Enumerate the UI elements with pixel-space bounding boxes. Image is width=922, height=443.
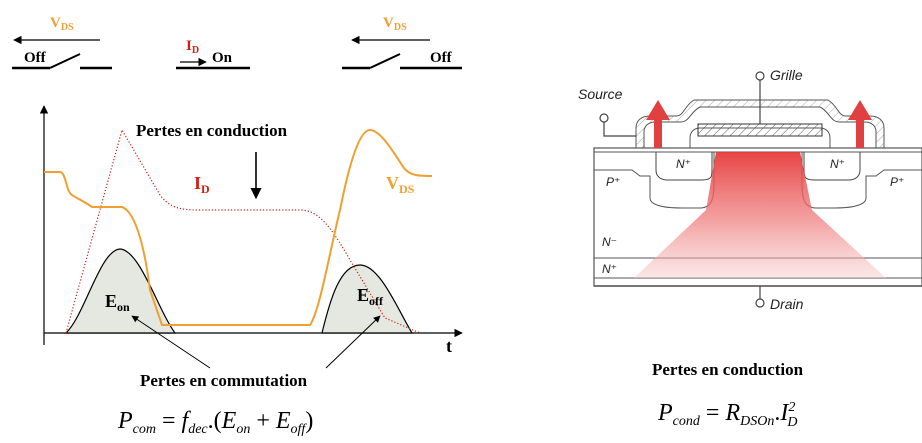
off-label-left: Off [24,50,47,66]
drain-terminal [755,298,765,308]
switch-on-middle: ID On [176,38,250,70]
gate-electrode [697,123,823,137]
mosfet-cross-section: Grille Source Drain P⁺ P⁺ N⁺ N⁺ N⁻ N⁺ [578,67,922,312]
current-arrow-right [848,100,872,148]
switch-blade-left [49,53,81,69]
conduction-loss-label-left: Pertes en conduction [136,121,288,140]
switch-blade-right [369,53,401,69]
commutation-arrow-eoff [325,315,381,369]
source-lead [603,122,636,137]
grille-label: Grille [770,67,803,83]
off-label-right: Off [430,50,453,66]
n-pocket-left [655,152,713,181]
gate-terminal [755,71,765,81]
commutation-arrow-eon [131,315,211,369]
n-minus-label: N⁻ [602,235,617,249]
drain-label: Drain [770,296,804,312]
eon-hump [64,248,177,334]
n-plus-substrate-label: N⁺ [602,262,617,276]
id-label-graph: ID [194,173,210,196]
eoff-hump [321,264,414,334]
conduction-loss-label-right: Pertes en conduction [652,360,804,379]
p-plus-left-label: P⁺ [606,175,620,189]
waveform-graph: t Pertes en conduction ID VDS Eon Eoff P… [39,105,463,437]
vds-waveform [44,128,433,326]
vds-label-left: VDS [50,15,74,33]
pcom-formula: Pcom = fdec.(Eon + Eoff) [117,408,313,437]
eon-label: Eon [105,291,130,314]
vds-label-right: VDS [383,15,407,33]
time-axis-label: t [446,336,452,356]
current-arrow-left [646,100,670,148]
commutation-loss-label: Pertes en commutation [140,371,308,390]
vds-label-graph: VDS [386,173,415,196]
switch-off-left: VDS Off [12,15,112,70]
n-plus-right-label: N⁺ [830,157,845,171]
p-plus-right-label: P⁺ [890,175,904,189]
source-label: Source [578,86,623,102]
pcond-formula: Pcond = RDSOn.I2 D [657,400,797,430]
conduction-heat-zone [634,152,886,278]
id-label-switch: ID [186,38,199,56]
source-terminal [599,113,609,123]
n-plus-left-label: N⁺ [676,157,691,171]
switch-off-right: VDS Off [342,15,462,70]
on-label: On [212,50,233,66]
eoff-label: Eoff [357,285,384,308]
